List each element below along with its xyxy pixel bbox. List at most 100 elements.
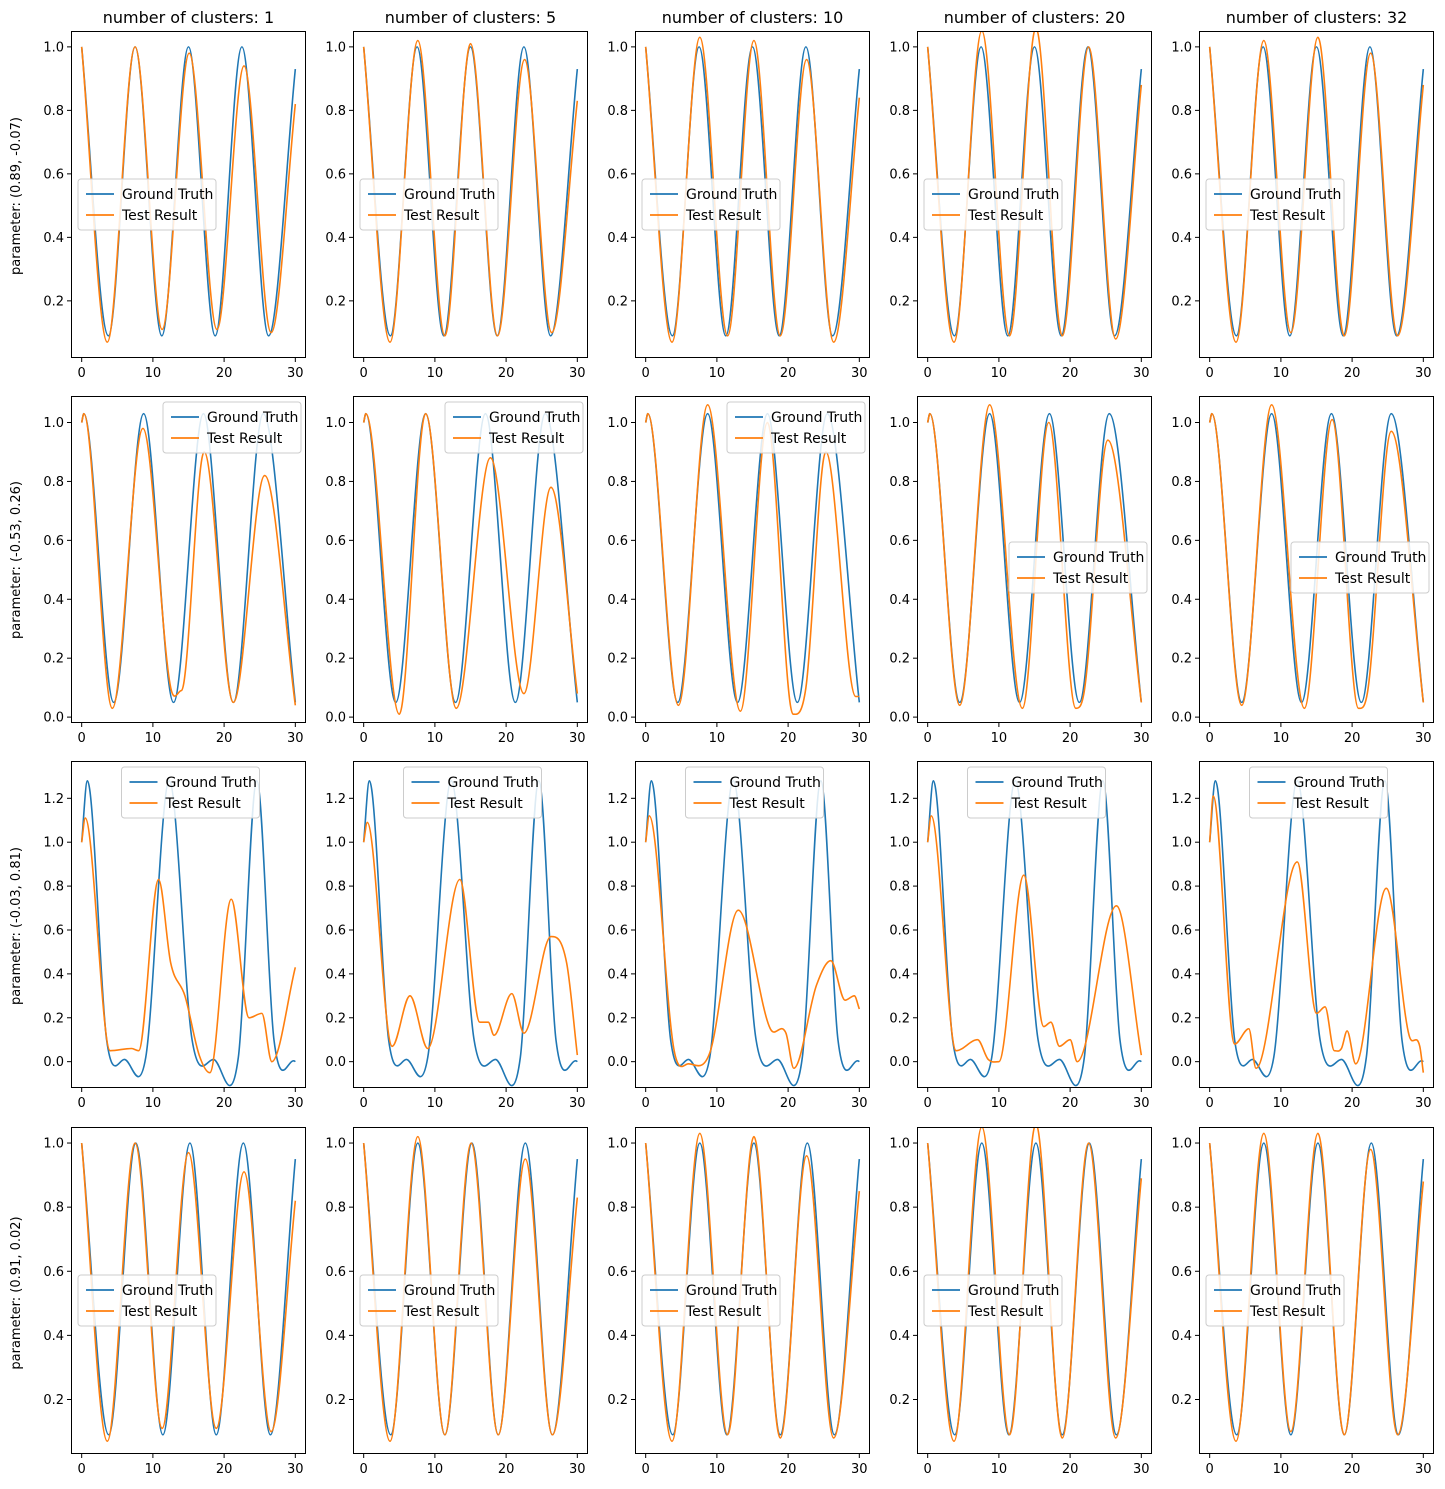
legend: Ground Truth Test Result bbox=[121, 766, 260, 819]
axes-frame bbox=[917, 396, 1152, 723]
legend: Ground Truth Test Result bbox=[641, 178, 781, 231]
y-tick-label: 0.8 bbox=[43, 104, 64, 119]
x-tick-label: 20 bbox=[1062, 366, 1079, 381]
y-tick-label: 1.0 bbox=[607, 1137, 628, 1152]
legend-label-test-result: Test Result bbox=[447, 796, 524, 812]
x-tick-label: 30 bbox=[1133, 731, 1150, 746]
panel-r0-c1: 0 10 20 30 0.2 0.4 0.6 0.8 1.0 Ground Truth Test R… bbox=[325, 31, 588, 381]
y-tick-label: 1.2 bbox=[1171, 792, 1192, 807]
axes-frame bbox=[635, 1127, 870, 1454]
y-tick-label: 0.6 bbox=[1171, 1265, 1192, 1280]
y-tick-label: 0.4 bbox=[43, 231, 64, 246]
x-tick-label: 10 bbox=[991, 366, 1008, 381]
x-tick-label: 0 bbox=[360, 1462, 368, 1477]
col-title-4: number of clusters: 32 bbox=[1226, 8, 1408, 27]
panel-r1-c0: 0 10 20 30 0.0 0.2 0.4 0.6 0.8 1.0 Ground Truth Tes… bbox=[43, 396, 306, 746]
y-tick-label: 0.6 bbox=[889, 534, 910, 549]
legend: Ground Truth Test Result bbox=[162, 401, 302, 454]
x-tick-label: 30 bbox=[1133, 1096, 1150, 1111]
x-tick-label: 0 bbox=[78, 366, 86, 381]
x-tick-label: 20 bbox=[1344, 731, 1361, 746]
legend-label-test-result: Test Result bbox=[1249, 1304, 1326, 1320]
legend-label-test-result: Test Result bbox=[403, 208, 480, 224]
y-tick-label: 0.4 bbox=[607, 231, 628, 246]
y-tick-label: 0.8 bbox=[889, 475, 910, 490]
y-tick-label: 1.0 bbox=[889, 1137, 910, 1152]
x-tick-label: 0 bbox=[642, 1096, 650, 1111]
legend-label-ground-truth: Ground Truth bbox=[166, 775, 257, 791]
axes-frame bbox=[917, 761, 1152, 1088]
y-tick-label: 1.0 bbox=[1171, 836, 1192, 851]
y-tick-label: 0.6 bbox=[43, 534, 64, 549]
test-result-line bbox=[1208, 1132, 1425, 1442]
y-tick-label: 0.2 bbox=[43, 294, 64, 309]
y-tick-label: 0.4 bbox=[1171, 593, 1192, 608]
legend: Ground Truth Test Result bbox=[77, 178, 217, 231]
y-tick-label: 0.2 bbox=[325, 652, 346, 667]
y-tick-label: 1.2 bbox=[325, 792, 346, 807]
y-tick-label: 1.0 bbox=[1171, 1137, 1192, 1152]
x-tick-label: 10 bbox=[1273, 1462, 1290, 1477]
x-tick-label: 20 bbox=[498, 366, 515, 381]
y-tick-label: 0.4 bbox=[1171, 1329, 1192, 1344]
panel-r2-c0: 0 10 20 30 0.0 0.2 0.4 0.6 0.8 1.0 1.2 Ground Truth… bbox=[43, 761, 306, 1111]
ground-truth-line bbox=[80, 779, 296, 1087]
y-tick-label: 0.6 bbox=[607, 167, 628, 182]
y-tick-label: 0.0 bbox=[43, 1055, 64, 1070]
x-tick-label: 0 bbox=[642, 1462, 650, 1477]
x-tick-label: 20 bbox=[1062, 731, 1079, 746]
panel-r3-c2: 0 10 20 30 0.2 0.4 0.6 0.8 1.0 Ground Truth Test R… bbox=[607, 1127, 870, 1477]
legend-box bbox=[685, 766, 824, 819]
x-tick-label: 0 bbox=[360, 731, 368, 746]
y-tick-label: 1.0 bbox=[43, 416, 64, 431]
x-tick-label: 30 bbox=[1415, 366, 1432, 381]
y-tick-label: 0.4 bbox=[1171, 967, 1192, 982]
y-tick-label: 0.4 bbox=[607, 967, 628, 982]
x-tick-label: 0 bbox=[78, 731, 86, 746]
x-tick-label: 0 bbox=[924, 1096, 932, 1111]
x-tick-label: 10 bbox=[145, 731, 162, 746]
y-tick-label: 0.2 bbox=[607, 294, 628, 309]
x-tick-label: 20 bbox=[780, 731, 797, 746]
x-tick-label: 20 bbox=[1062, 1096, 1079, 1111]
test-result-line bbox=[926, 1127, 1143, 1442]
x-tick-label: 20 bbox=[780, 1462, 797, 1477]
x-tick-label: 10 bbox=[145, 366, 162, 381]
legend-label-ground-truth: Ground Truth bbox=[968, 187, 1059, 203]
axes-frame bbox=[1199, 31, 1434, 358]
test-result-line bbox=[362, 821, 579, 1056]
y-tick-label: 0.0 bbox=[1171, 1055, 1192, 1070]
legend: Ground Truth Test Result bbox=[641, 1274, 781, 1327]
x-tick-label: 0 bbox=[924, 731, 932, 746]
x-tick-label: 10 bbox=[991, 1096, 1008, 1111]
x-tick-label: 0 bbox=[924, 1462, 932, 1477]
y-tick-label: 0.6 bbox=[43, 923, 64, 938]
y-tick-label: 0.4 bbox=[325, 967, 346, 982]
panel-r2-c3: 0 10 20 30 0.0 0.2 0.4 0.6 0.8 1.0 1.2 Ground Truth… bbox=[889, 761, 1152, 1111]
x-tick-label: 30 bbox=[1415, 731, 1432, 746]
y-tick-label: 0.6 bbox=[1171, 167, 1192, 182]
legend: Ground Truth Test Result bbox=[359, 178, 499, 231]
x-tick-label: 30 bbox=[851, 1462, 868, 1477]
y-tick-label: 0.8 bbox=[325, 880, 346, 895]
panel-r2-c4: 0 10 20 30 0.0 0.2 0.4 0.6 0.8 1.0 1.2 Ground Truth… bbox=[1171, 761, 1434, 1111]
y-tick-label: 0.4 bbox=[325, 231, 346, 246]
y-tick-label: 0.8 bbox=[325, 1201, 346, 1216]
col-title-3: number of clusters: 20 bbox=[944, 8, 1126, 27]
y-tick-label: 0.4 bbox=[607, 1329, 628, 1344]
y-tick-label: 0.2 bbox=[607, 1011, 628, 1026]
axes-frame bbox=[635, 396, 870, 723]
panel-r3-c4: 0 10 20 30 0.2 0.4 0.6 0.8 1.0 Ground Truth Test R… bbox=[1171, 1127, 1434, 1477]
column-titles: number of clusters: 1 number of clusters… bbox=[103, 8, 1408, 27]
legend-label-test-result: Test Result bbox=[685, 208, 762, 224]
axes-frame bbox=[635, 761, 870, 1088]
x-tick-label: 0 bbox=[642, 731, 650, 746]
y-tick-label: 0.8 bbox=[1171, 104, 1192, 119]
y-tick-label: 0.8 bbox=[607, 880, 628, 895]
y-tick-label: 0.8 bbox=[1171, 475, 1192, 490]
legend-box bbox=[1290, 541, 1430, 594]
legend-box bbox=[1205, 178, 1345, 231]
x-tick-label: 0 bbox=[78, 1462, 86, 1477]
y-tick-label: 0.0 bbox=[43, 711, 64, 726]
y-tick-label: 0.2 bbox=[1171, 294, 1192, 309]
